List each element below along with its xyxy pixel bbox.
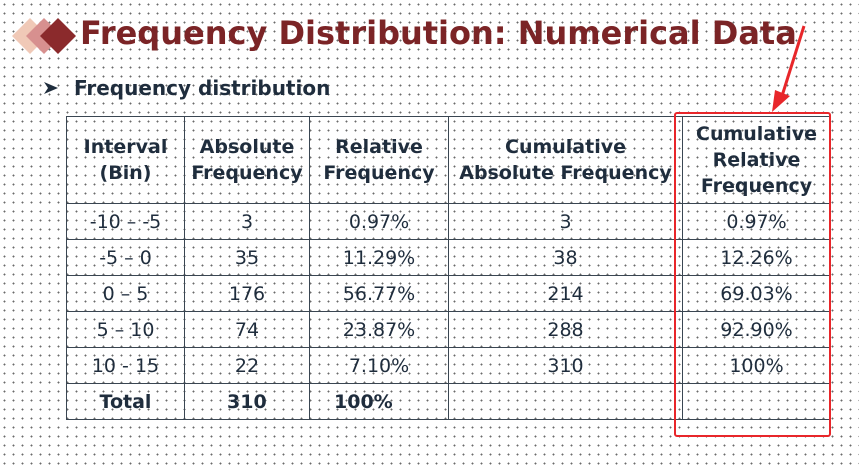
highlight-box	[674, 112, 831, 437]
table-total-row: Total 310 100%	[66, 383, 831, 420]
cell-interval: 10 - 15	[66, 347, 185, 384]
bullet-item: Frequency distribution	[42, 76, 330, 100]
cell-relative: 23.87%	[309, 311, 449, 348]
cell-cumulative-relative: 12.26%	[682, 239, 831, 276]
header-line: (Bin)	[99, 162, 152, 184]
arrowhead-bullet-icon	[44, 82, 58, 94]
header-relative-frequency: Relative Frequency	[309, 116, 449, 204]
cell-cumulative-relative: 92.90%	[682, 311, 831, 348]
header-line: Frequency	[191, 162, 303, 184]
cell-interval: 0 – 5	[66, 275, 185, 312]
cell-total-absolute: 310	[184, 383, 310, 420]
cell-cumulative-absolute: 288	[448, 311, 683, 348]
header-line: Frequency	[323, 162, 435, 184]
cell-total-cumulative-relative	[682, 383, 831, 420]
header-line: Absolute Frequency	[459, 162, 672, 184]
header-line: Frequency	[700, 175, 813, 197]
red-arrow-icon	[772, 25, 806, 112]
cell-interval: -5 – 0	[66, 239, 185, 276]
header-line: Cumulative	[696, 123, 817, 145]
cell-cumulative-relative: 0.97%	[682, 203, 831, 240]
cell-absolute: 176	[184, 275, 310, 312]
cell-interval: 5 – 10	[66, 311, 185, 348]
cell-cumulative-absolute: 38	[448, 239, 683, 276]
table-row: 0 – 5 176 56.77% 214 69.03%	[66, 275, 831, 312]
cell-relative: 56.77%	[309, 275, 449, 312]
cell-relative: 7.10%	[309, 347, 449, 384]
frequency-table: Interval (Bin) Absolute Frequency Relative…	[66, 116, 831, 420]
table-row: -5 – 0 35 11.29% 38 12.26%	[66, 239, 831, 276]
cell-total-relative: 100%	[309, 383, 449, 420]
header-cumulative-relative-frequency: Cumulative Relative Frequency	[682, 116, 831, 204]
cell-absolute: 35	[184, 239, 310, 276]
cell-cumulative-absolute: 214	[448, 275, 683, 312]
cell-total-cumulative-absolute	[448, 383, 683, 420]
header-line: Absolute	[199, 136, 295, 158]
header-line: Relative	[335, 136, 423, 158]
header-interval: Interval (Bin)	[66, 116, 185, 204]
header-line: Relative	[712, 149, 801, 171]
header-line: Interval	[83, 136, 168, 158]
bullet-text: Frequency distribution	[74, 76, 331, 100]
cell-relative: 11.29%	[309, 239, 449, 276]
cell-absolute: 3	[184, 203, 310, 240]
header-line: Cumulative	[505, 136, 626, 158]
cell-cumulative-absolute: 310	[448, 347, 683, 384]
header-cumulative-absolute-frequency: Cumulative Absolute Frequency	[448, 116, 683, 204]
page-title: Frequency Distribution: Numerical Data	[80, 14, 797, 52]
cell-relative: 0.97%	[309, 203, 449, 240]
cell-absolute: 74	[184, 311, 310, 348]
cell-absolute: 22	[184, 347, 310, 384]
table-row: -10 – -5 3 0.97% 3 0.97%	[66, 203, 831, 240]
diamond-cluster-icon	[12, 18, 76, 54]
cell-cumulative-absolute: 3	[448, 203, 683, 240]
cell-cumulative-relative: 69.03%	[682, 275, 831, 312]
cell-total-label: Total	[66, 383, 185, 420]
header-absolute-frequency: Absolute Frequency	[184, 116, 310, 204]
table-header-row: Interval (Bin) Absolute Frequency Relative…	[66, 116, 831, 204]
cell-interval: -10 – -5	[66, 203, 185, 240]
